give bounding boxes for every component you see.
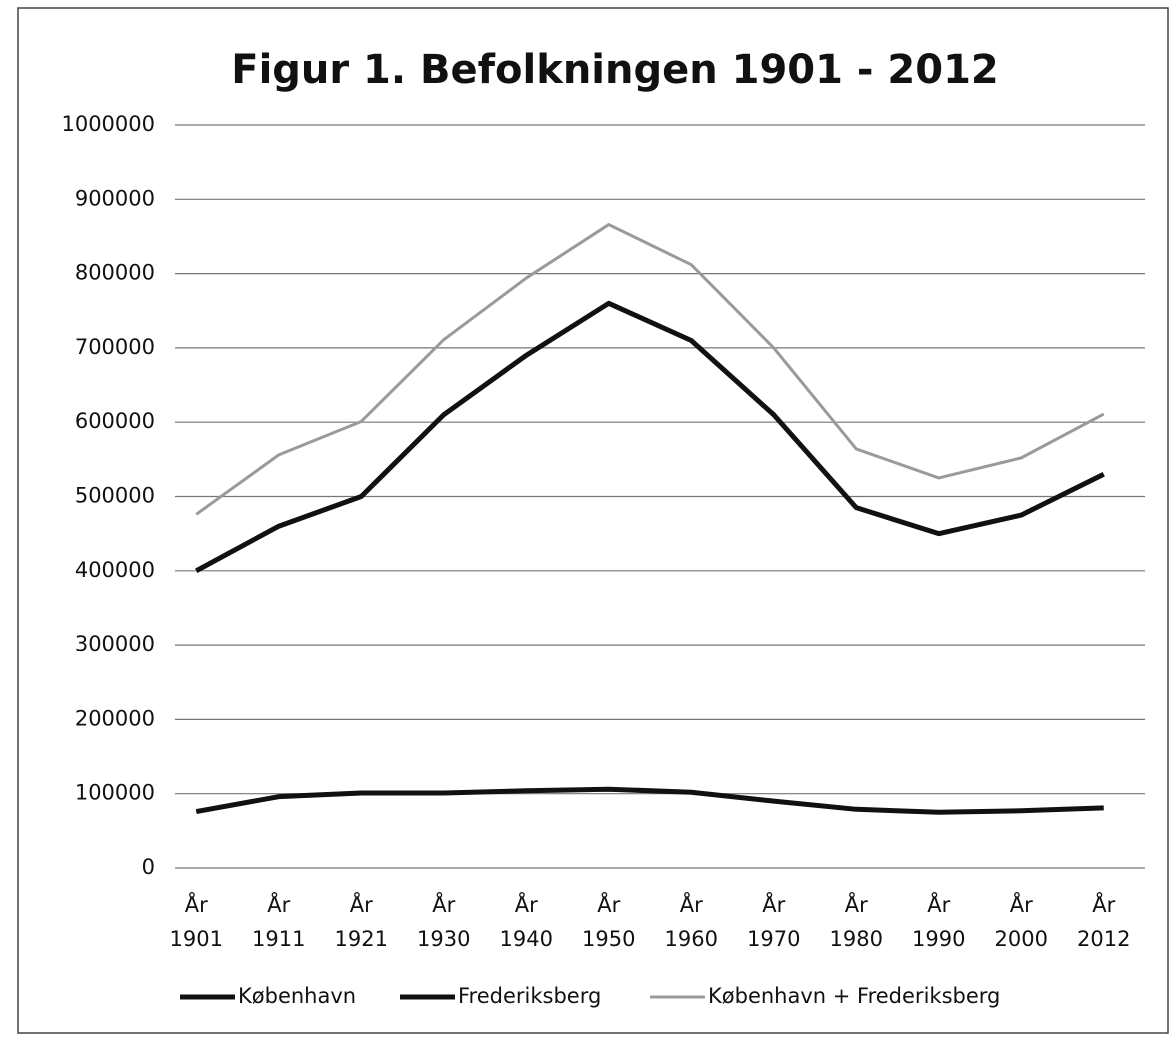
y-tick-label: 500000 [75, 484, 155, 508]
x-tick-label: År 1940 [499, 893, 553, 951]
legend-label: København [238, 984, 356, 1008]
y-tick-label: 600000 [75, 409, 155, 433]
x-tick-label: År 2012 [1077, 893, 1131, 951]
x-tick-label: År 1901 [169, 893, 223, 951]
line-series [195, 223, 1105, 516]
y-tick-label: 300000 [75, 632, 155, 656]
y-tick-label: 400000 [75, 558, 155, 582]
x-tick-label: År 1960 [664, 893, 718, 951]
y-tick-label: 1000000 [61, 112, 155, 136]
y-tick-label: 700000 [75, 335, 155, 359]
x-tick-label: År 1980 [829, 893, 883, 951]
legend-label: Frederiksberg [458, 984, 601, 1008]
x-tick-label: År 1990 [912, 893, 966, 951]
x-tick-label: År 1970 [747, 893, 801, 951]
x-tick-label: År 1950 [582, 893, 636, 951]
y-tick-label: 900000 [75, 186, 155, 210]
y-tick-label: 800000 [75, 261, 155, 285]
line-series [195, 786, 1104, 815]
y-tick-label: 0 [142, 855, 155, 879]
x-tick-label: År 1921 [334, 893, 388, 951]
y-tick-label: 200000 [75, 706, 155, 730]
x-tick-label: År 1930 [417, 893, 471, 951]
chart-title: Figur 1. Befolkningen 1901 - 2012 [231, 47, 999, 93]
chart-frame [17, 7, 1169, 1034]
y-tick-label: 100000 [75, 781, 155, 805]
line-series [195, 300, 1105, 573]
legend-label: København + Frederiksberg [708, 984, 1000, 1008]
x-tick-label: År 2000 [994, 893, 1048, 951]
x-tick-label: År 1911 [252, 893, 306, 951]
